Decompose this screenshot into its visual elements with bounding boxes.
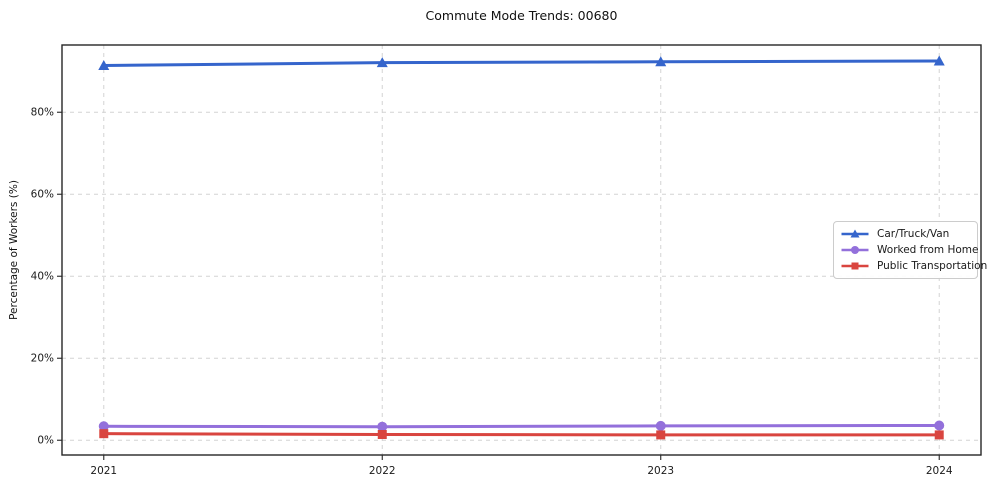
circle-marker-icon bbox=[98, 421, 109, 432]
circle-marker-icon bbox=[655, 420, 666, 431]
square-marker-icon bbox=[377, 430, 387, 439]
x-tick-label: 2022 bbox=[369, 465, 396, 477]
y-tick-label: 20% bbox=[31, 353, 54, 365]
legend-label-public-transportation: Public Transportation bbox=[877, 259, 988, 272]
square-marker-icon bbox=[656, 430, 666, 440]
series-line bbox=[103, 423, 940, 429]
y-tick-label: 0% bbox=[37, 435, 54, 447]
legend-item-public-transportation: Public Transportation bbox=[840, 260, 987, 273]
square-marker-icon bbox=[840, 260, 870, 272]
legend-item-worked-from-home: Worked from Home bbox=[840, 244, 978, 257]
x-tick-label: 2021 bbox=[90, 465, 117, 477]
y-tick-label: 80% bbox=[31, 107, 54, 119]
chart-title: Commute Mode Trends: 00680 bbox=[425, 8, 618, 23]
y-tick-label: 60% bbox=[31, 189, 54, 201]
square-marker-icon bbox=[99, 429, 109, 439]
triangle-marker-icon bbox=[840, 228, 870, 240]
legend-item-car-truck-van: Car/Truck/Van bbox=[840, 228, 971, 241]
legend-label-car-truck-van: Car/Truck/Van bbox=[877, 227, 950, 240]
circle-marker-icon bbox=[840, 244, 870, 256]
legend: Car/Truck/Van Worked from Home Public Tr… bbox=[833, 221, 987, 279]
triangle-marker-icon bbox=[98, 60, 110, 70]
y-tick-label: 40% bbox=[31, 271, 54, 283]
x-tick-label: 2024 bbox=[926, 465, 953, 477]
triangle-marker-icon bbox=[376, 57, 388, 68]
plot-frame bbox=[61, 44, 982, 456]
triangle-marker-icon bbox=[655, 56, 667, 67]
x-tick-label: 2023 bbox=[647, 465, 674, 477]
triangle-marker-icon bbox=[933, 55, 945, 66]
series-line bbox=[103, 432, 940, 437]
legend-label-worked-from-home: Worked from Home bbox=[877, 243, 979, 256]
square-marker-icon bbox=[934, 430, 944, 440]
circle-marker-icon bbox=[377, 421, 388, 432]
circle-marker-icon bbox=[934, 420, 945, 431]
series-line bbox=[103, 59, 940, 67]
